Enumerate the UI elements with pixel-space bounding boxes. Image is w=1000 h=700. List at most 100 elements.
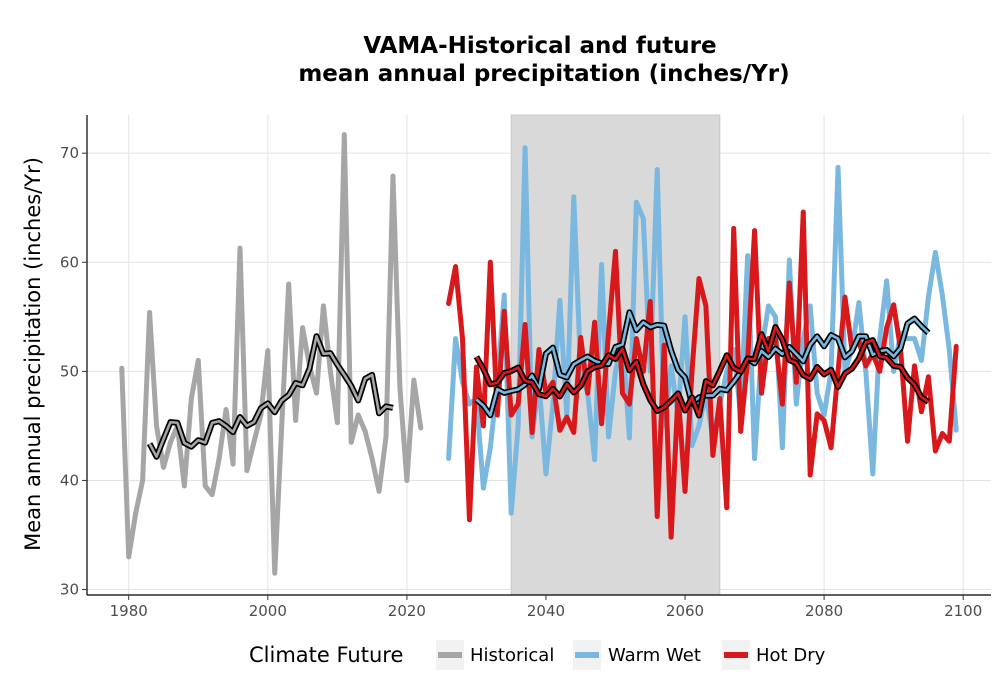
data-point-warm-wet — [766, 303, 771, 309]
x-tick-label: 2040 — [527, 602, 565, 620]
data-point-historical — [376, 488, 382, 494]
data-point-hot-dry — [828, 445, 834, 451]
y-tick-label: 60 — [60, 253, 79, 271]
data-point-historical — [126, 554, 132, 560]
data-point-warm-wet — [633, 199, 639, 205]
chart-title-line-2: mean annual precipitation (inches/Yr) — [298, 61, 789, 87]
data-point-hot-dry — [571, 430, 577, 435]
data-point-hot-dry — [912, 363, 917, 369]
moving-average-hot-dry — [473, 324, 931, 419]
chart-title-line-1: VAMA-Historical and future — [363, 33, 716, 59]
data-point-warm-wet — [543, 471, 549, 477]
data-point-hot-dry — [939, 431, 945, 436]
legend-label: Hot Dry — [756, 645, 826, 666]
data-point-warm-wet — [953, 427, 959, 433]
data-point-warm-wet — [752, 456, 757, 462]
data-point-historical — [321, 303, 326, 309]
data-point-warm-wet — [599, 262, 604, 267]
data-point-warm-wet — [689, 443, 695, 448]
data-point-historical — [348, 439, 354, 445]
legend-label: Historical — [470, 645, 554, 666]
data-point-historical — [418, 425, 424, 431]
data-point-historical — [272, 570, 278, 576]
legend: Climate Future Historical Warm Wet Hot Dry — [249, 640, 826, 670]
data-point-hot-dry — [710, 452, 716, 458]
data-point-historical — [341, 132, 347, 138]
data-point-warm-wet — [592, 457, 598, 463]
data-point-hot-dry — [884, 325, 890, 331]
data-point-historical — [237, 245, 243, 251]
data-point-warm-wet — [480, 485, 486, 491]
data-point-hot-dry — [696, 276, 702, 282]
data-point-warm-wet — [571, 194, 577, 200]
data-point-warm-wet — [926, 294, 931, 300]
data-point-historical — [230, 461, 236, 467]
data-point-hot-dry — [703, 303, 709, 309]
legend-label: Warm Wet — [608, 645, 701, 666]
data-point-warm-wet — [884, 278, 890, 284]
data-point-hot-dry — [689, 368, 695, 374]
data-point-warm-wet — [877, 336, 883, 342]
data-point-historical — [244, 468, 250, 474]
data-point-warm-wet — [522, 145, 528, 151]
data-point-historical — [251, 439, 257, 445]
data-point-historical — [300, 325, 305, 331]
data-point-warm-wet — [467, 401, 472, 407]
data-point-hot-dry — [647, 299, 653, 304]
data-point-warm-wet — [501, 292, 507, 298]
data-point-warm-wet — [919, 358, 924, 363]
data-point-historical — [216, 456, 222, 462]
data-point-warm-wet — [870, 471, 876, 477]
data-point-warm-wet — [946, 347, 952, 352]
data-point-warm-wet — [786, 257, 792, 263]
data-point-warm-wet — [939, 292, 945, 298]
data-point-historical — [293, 418, 299, 423]
data-point-hot-dry — [578, 335, 584, 340]
data-point-hot-dry — [654, 514, 660, 519]
data-point-hot-dry — [515, 401, 521, 407]
series-layer — [119, 132, 959, 576]
data-point-hot-dry — [613, 248, 618, 254]
data-point-warm-wet — [529, 434, 535, 440]
moving-average-core — [475, 325, 930, 417]
data-point-hot-dry — [835, 368, 841, 374]
series-line-historical — [119, 132, 424, 576]
data-point-warm-wet — [682, 314, 688, 320]
data-point-hot-dry — [793, 379, 799, 385]
data-point-hot-dry — [738, 428, 744, 434]
data-point-hot-dry — [668, 534, 674, 540]
data-point-warm-wet — [613, 368, 618, 374]
data-point-hot-dry — [487, 259, 493, 265]
data-point-hot-dry — [529, 430, 535, 435]
data-point-historical — [133, 510, 139, 516]
x-tick-label: 2020 — [388, 602, 426, 620]
data-point-hot-dry — [536, 347, 542, 352]
data-point-historical — [147, 310, 152, 315]
data-point-hot-dry — [807, 472, 813, 478]
data-point-warm-wet — [640, 216, 646, 222]
data-point-hot-dry — [724, 505, 730, 511]
data-point-hot-dry — [905, 438, 910, 444]
data-point-hot-dry — [550, 379, 556, 385]
y-tick-label: 50 — [60, 362, 79, 380]
data-point-hot-dry — [592, 319, 598, 325]
data-point-warm-wet — [891, 368, 897, 374]
legend-item-historical: Historical — [436, 640, 554, 670]
data-point-historical — [369, 456, 375, 462]
legend-item-warm-wet: Warm Wet — [573, 640, 701, 670]
data-point-hot-dry — [779, 401, 785, 407]
data-point-warm-wet — [814, 390, 820, 396]
data-point-hot-dry — [932, 448, 938, 454]
data-point-hot-dry — [522, 322, 528, 327]
data-point-warm-wet — [932, 250, 938, 255]
data-point-historical — [168, 439, 173, 445]
data-point-historical — [154, 423, 159, 429]
data-point-historical — [397, 385, 403, 391]
data-point-hot-dry — [926, 374, 931, 380]
data-point-warm-wet — [654, 167, 660, 172]
data-point-historical — [161, 464, 166, 470]
data-point-hot-dry — [446, 301, 451, 307]
data-point-hot-dry — [842, 294, 848, 300]
data-point-historical — [390, 173, 396, 179]
